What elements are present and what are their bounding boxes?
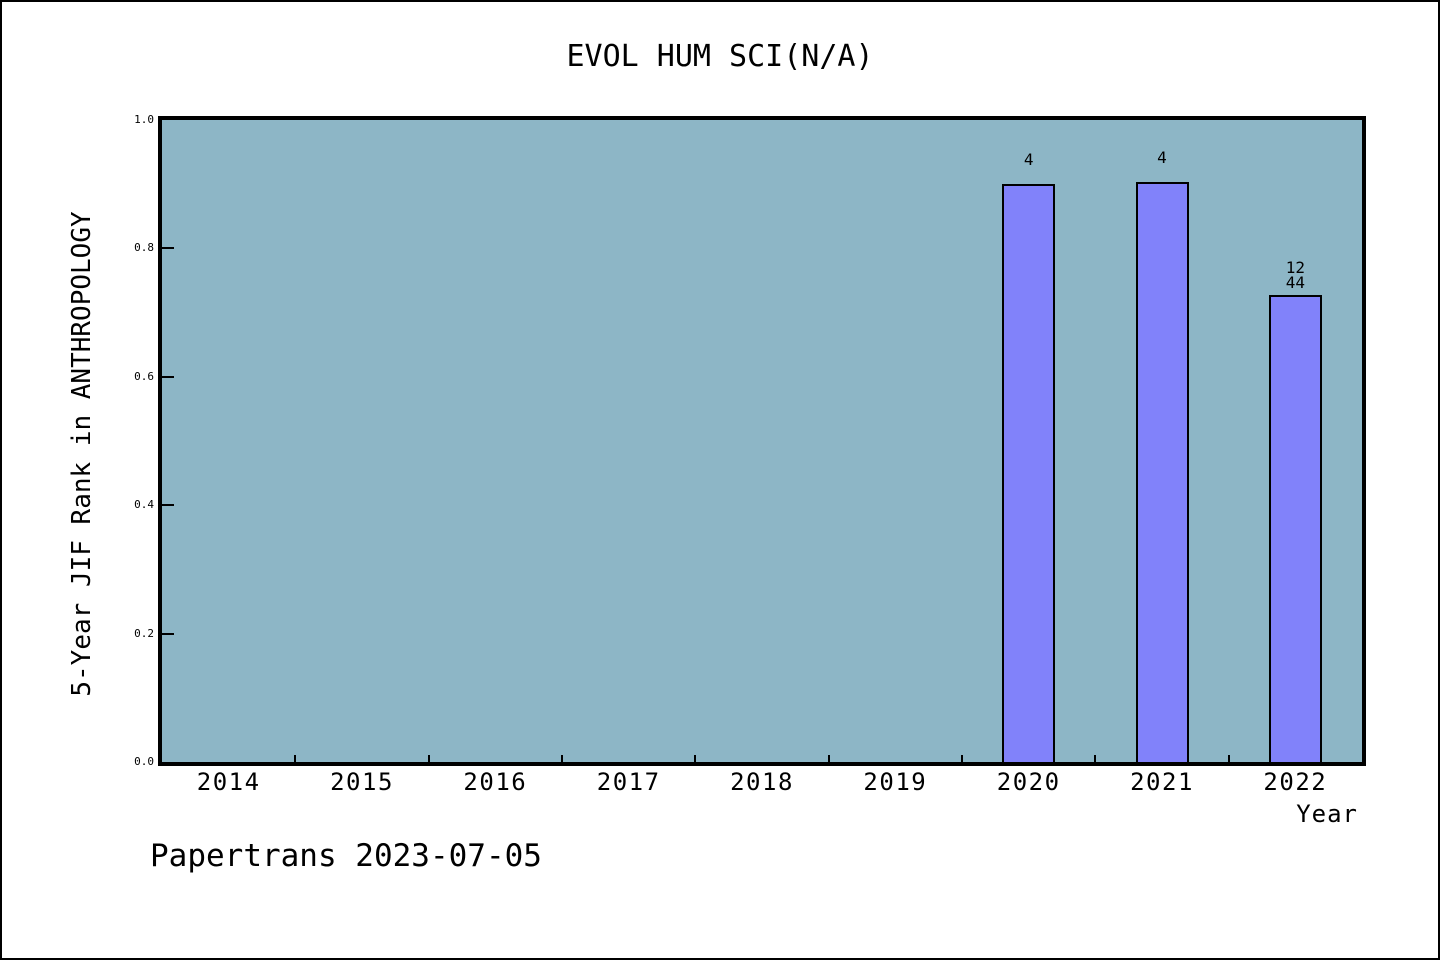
- y-axis-tick: [162, 247, 174, 250]
- x-tick-label: 2019: [863, 768, 928, 796]
- y-tick-label: 0.8: [134, 241, 154, 255]
- x-axis-label: Year: [1296, 800, 1358, 828]
- x-axis-tick: [1094, 755, 1097, 762]
- x-tick-label: 2016: [463, 768, 528, 796]
- y-tick-label: 0.4: [134, 498, 154, 512]
- y-tick-label: 1.0: [134, 113, 154, 126]
- watermark-text: Papertrans 2023-07-05: [150, 838, 542, 874]
- bar-value-label: 4: [1023, 150, 1034, 170]
- x-tick-label: 2015: [330, 768, 394, 796]
- bar-value-label: 4: [1157, 148, 1167, 168]
- x-tick-label: 2014: [196, 768, 261, 796]
- x-axis-tick: [1227, 755, 1230, 762]
- y-tick-label: 0.6: [134, 369, 154, 383]
- y-axis-tick: [162, 632, 174, 635]
- bar-2021: [1135, 182, 1189, 762]
- x-axis-tick: [561, 755, 563, 762]
- y-axis-label: 5-Year JIF Rank in ANTHROPOLOGY: [67, 211, 97, 697]
- x-axis-tick: [827, 755, 830, 762]
- y-tick-label: 0.2: [134, 626, 154, 640]
- x-tick-label: 2021: [1130, 768, 1194, 796]
- x-tick-label: 2017: [596, 768, 661, 796]
- bar-2022: [1268, 295, 1322, 762]
- plot-area: 4 4 12 44: [158, 116, 1366, 766]
- chart-title: EVOL HUM SCI(N/A): [566, 39, 874, 74]
- y-axis-tick: [162, 504, 174, 507]
- x-tick-label: 2018: [730, 768, 794, 796]
- bar-2020: [1002, 184, 1056, 762]
- x-tick-label: 2022: [1263, 768, 1328, 796]
- x-tick-label: 2020: [996, 768, 1061, 796]
- x-axis-tick: [294, 755, 297, 762]
- y-axis-tick: [162, 375, 174, 378]
- bar-value-label: 12 44: [1285, 258, 1305, 293]
- x-axis-tick: [427, 755, 430, 762]
- x-axis-tick: [694, 755, 697, 762]
- y-tick-label: 0.0: [134, 755, 154, 768]
- x-axis-tick: [961, 755, 963, 762]
